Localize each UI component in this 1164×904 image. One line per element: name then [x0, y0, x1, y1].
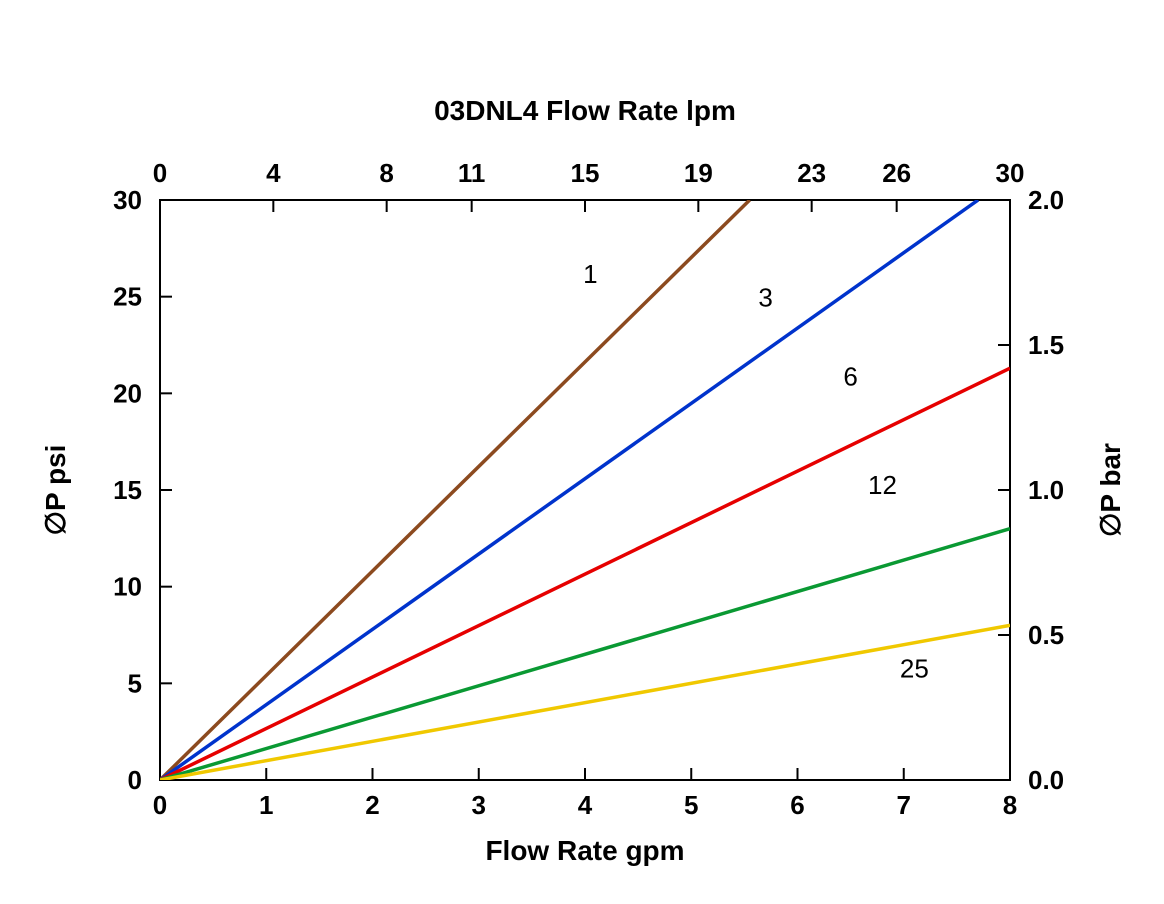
y-right-tick-label: 0.0	[1028, 765, 1064, 795]
x-bottom-tick-label: 2	[365, 790, 379, 820]
series-label-12: 12	[868, 470, 897, 500]
x-bottom-tick-label: 5	[684, 790, 698, 820]
x-top-tick-label: 23	[797, 158, 826, 188]
x-top-tick-label: 0	[153, 158, 167, 188]
chart-title-top: 03DNL4 Flow Rate lpm	[434, 95, 736, 126]
x-bottom-tick-label: 1	[259, 790, 273, 820]
y-left-tick-label: 0	[128, 765, 142, 795]
x-axis-label: Flow Rate gpm	[485, 835, 684, 866]
x-bottom-tick-label: 4	[578, 790, 593, 820]
x-top-tick-label: 26	[882, 158, 911, 188]
x-top-tick-label: 8	[379, 158, 393, 188]
y-right-tick-label: 0.5	[1028, 620, 1064, 650]
x-bottom-tick-label: 7	[897, 790, 911, 820]
x-bottom-tick-label: 3	[472, 790, 486, 820]
chart-container: 0123456780481115192326300510152025300.00…	[0, 0, 1164, 904]
x-top-tick-label: 19	[684, 158, 713, 188]
y-right-tick-label: 1.0	[1028, 475, 1064, 505]
x-top-tick-label: 30	[996, 158, 1025, 188]
x-bottom-tick-label: 8	[1003, 790, 1017, 820]
y-left-tick-label: 25	[113, 282, 142, 312]
x-top-tick-label: 4	[266, 158, 281, 188]
series-label-6: 6	[843, 362, 857, 392]
x-bottom-tick-label: 6	[790, 790, 804, 820]
flowrate-pressure-chart: 0123456780481115192326300510152025300.00…	[0, 0, 1164, 904]
series-label-25: 25	[900, 654, 929, 684]
y-right-tick-label: 2.0	[1028, 185, 1064, 215]
y-left-axis-label: ∅P psi	[40, 445, 71, 536]
y-left-tick-label: 30	[113, 185, 142, 215]
y-right-axis-label: ∅P bar	[1095, 443, 1126, 537]
series-label-3: 3	[758, 282, 772, 312]
y-left-tick-label: 5	[128, 668, 142, 698]
y-right-tick-label: 1.5	[1028, 330, 1064, 360]
series-label-1: 1	[583, 259, 597, 289]
y-left-tick-label: 10	[113, 572, 142, 602]
x-top-tick-label: 15	[571, 158, 600, 188]
y-left-tick-label: 20	[113, 378, 142, 408]
x-top-tick-label: 11	[458, 158, 486, 188]
y-left-tick-label: 15	[113, 475, 142, 505]
x-bottom-tick-label: 0	[153, 790, 167, 820]
